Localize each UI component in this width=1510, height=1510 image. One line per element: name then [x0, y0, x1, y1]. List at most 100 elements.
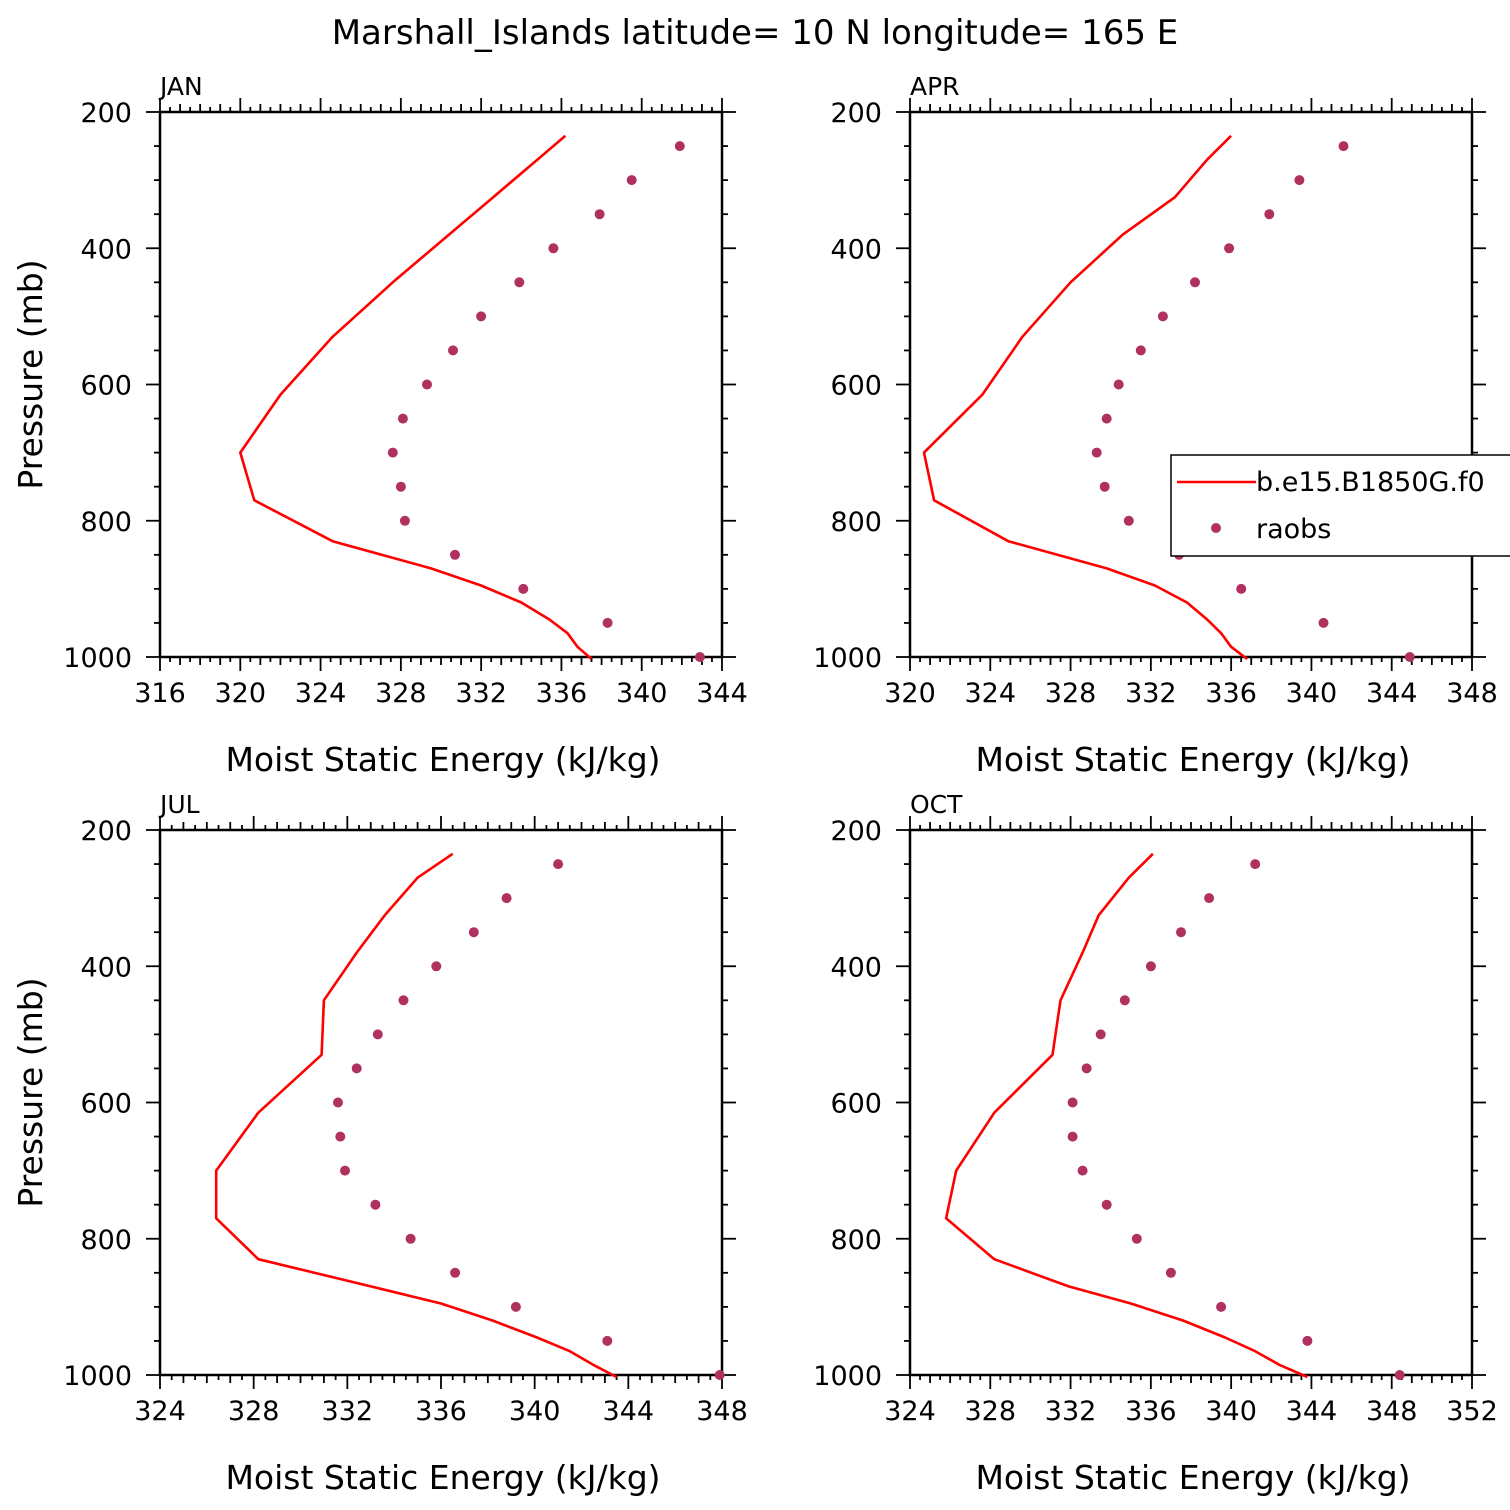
legend: b.e15.B1850G.f0 raobs	[1171, 455, 1510, 556]
legend-obs-marker	[1211, 523, 1221, 533]
panel-oct-obs-point	[1176, 927, 1186, 937]
panel-apr-y-tick-label: 800	[830, 507, 882, 538]
panel-jul-y-tick-label: 800	[80, 1225, 132, 1256]
panel-jul-x-tick-label: 332	[322, 1396, 374, 1427]
panel-apr-obs-point	[1339, 141, 1349, 151]
panel-jan: JAN 316 320 324 328 332 336 340 344 200 400 600 800 1…	[11, 72, 748, 779]
panel-apr-obs-point	[1190, 277, 1200, 287]
panel-oct-obs-point	[1102, 1200, 1112, 1210]
panel-jul-obs-point	[602, 1336, 612, 1346]
panel-jul-obs-point	[431, 961, 441, 971]
panel-jul-x-tick-label: 336	[415, 1396, 467, 1427]
panel-jan-obs-point	[695, 652, 705, 662]
panel-jul-x-tick-label: 324	[134, 1396, 186, 1427]
panel-jul-obs-point	[335, 1132, 345, 1142]
panel-jan-y-tick-label: 1000	[63, 643, 132, 674]
panel-apr-obs-point	[1114, 380, 1124, 390]
panel-apr-model-line	[924, 136, 1247, 659]
panel-jan-obs-point	[388, 448, 398, 458]
panel-jul-x-tick-label: 348	[696, 1396, 748, 1427]
panel-apr-x-tick-label: 328	[1045, 678, 1097, 709]
panel-jan-x-axis-title: Moist Static Energy (kJ/kg)	[225, 740, 660, 779]
panel-jan-y-axis-title: Pressure (mb)	[11, 259, 50, 489]
panel-apr-obs-point	[1124, 516, 1134, 526]
panel-jul-model-line	[216, 854, 616, 1377]
panel-oct-y-tick-label: 200	[830, 816, 882, 847]
panel-apr-y-tick-label: 600	[830, 371, 882, 402]
panel-jul-obs-point	[333, 1098, 343, 1108]
panel-apr-obs-point	[1158, 311, 1168, 321]
panel-jul-obs-point	[469, 927, 479, 937]
panel-oct-y-tick-label: 1000	[813, 1361, 882, 1392]
panel-jan-obs-point	[675, 141, 685, 151]
panel-apr-obs-point	[1102, 414, 1112, 424]
panel-oct-x-tick-label: 344	[1286, 1396, 1338, 1427]
panel-jul-y-axis-title: Pressure (mb)	[11, 977, 50, 1207]
panel-oct-x-tick-label: 348	[1366, 1396, 1418, 1427]
panel-jul-x-tick-label: 328	[228, 1396, 280, 1427]
panel-jan-obs-point	[627, 175, 637, 185]
panel-oct-x-tick-label: 328	[965, 1396, 1017, 1427]
panel-oct-y-tick-label: 800	[830, 1225, 882, 1256]
panel-apr: APR 320 324 328 332 336 340 344 348 200 400 600 800 1…	[813, 72, 1497, 779]
panel-jan-frame	[160, 112, 722, 657]
panel-jul-obs-point	[373, 1029, 383, 1039]
panel-oct-model-line	[946, 854, 1307, 1377]
panel-oct-obs-point	[1395, 1370, 1405, 1380]
panel-apr-x-tick-label: 340	[1286, 678, 1338, 709]
panel-apr-obs-point	[1092, 448, 1102, 458]
panel-apr-y-tick-label: 200	[830, 98, 882, 129]
panel-jul-month-label: JUL	[158, 790, 200, 819]
panel-jan-x-tick-label: 324	[295, 678, 347, 709]
panel-apr-frame	[910, 112, 1472, 657]
panel-oct-obs-point	[1132, 1234, 1142, 1244]
panel-jul-y-tick-label: 1000	[63, 1361, 132, 1392]
panel-jan-y-tick-label: 400	[80, 234, 132, 265]
panel-jan-y-tick-label: 800	[80, 507, 132, 538]
panel-jan-obs-point	[400, 516, 410, 526]
panel-oct-x-tick-label: 352	[1446, 1396, 1498, 1427]
panel-jul-obs-point	[370, 1200, 380, 1210]
panel-jan-y-tick-label: 200	[80, 98, 132, 129]
panel-oct-obs-point	[1120, 995, 1130, 1005]
panel-apr-x-tick-label: 336	[1205, 678, 1257, 709]
panel-apr-obs-point	[1294, 175, 1304, 185]
panel-jan-obs-point	[396, 482, 406, 492]
panel-apr-obs-point	[1405, 652, 1415, 662]
panel-apr-y-tick-label: 400	[830, 234, 882, 265]
panel-jul: JUL 324 328 332 336 340 344 348 200 400 600 800 1000…	[11, 790, 748, 1497]
panel-oct-x-axis-title: Moist Static Energy (kJ/kg)	[975, 1458, 1410, 1497]
panel-jul-frame	[160, 830, 722, 1375]
panel-jan-obs-point	[448, 345, 458, 355]
panel-jan-obs-point	[422, 380, 432, 390]
panel-oct-obs-point	[1068, 1098, 1078, 1108]
panel-jul-obs-point	[352, 1063, 362, 1073]
panel-apr-y-tick-label: 1000	[813, 643, 882, 674]
panel-jan-x-tick-label: 320	[215, 678, 267, 709]
panel-jul-x-tick-label: 340	[509, 1396, 561, 1427]
panel-jan-x-tick-label: 316	[134, 678, 186, 709]
panel-jan-x-tick-label: 340	[616, 678, 668, 709]
panel-jan-obs-point	[595, 209, 605, 219]
panel-jul-obs-point	[399, 995, 409, 1005]
panel-jul-y-tick-label: 400	[80, 952, 132, 983]
panel-jul-obs-point	[715, 1370, 725, 1380]
panel-apr-x-tick-label: 324	[965, 678, 1017, 709]
panel-jul-obs-point	[511, 1302, 521, 1312]
panel-oct-x-tick-label: 324	[884, 1396, 936, 1427]
panel-apr-x-tick-label: 344	[1366, 678, 1418, 709]
panel-jul-y-tick-label: 600	[80, 1089, 132, 1120]
panel-apr-x-axis-title: Moist Static Energy (kJ/kg)	[975, 740, 1410, 779]
panel-apr-obs-point	[1319, 618, 1329, 628]
panel-apr-obs-point	[1264, 209, 1274, 219]
panel-apr-month-label: APR	[910, 72, 960, 101]
panel-apr-x-tick-label: 320	[884, 678, 936, 709]
panel-apr-obs-point	[1100, 482, 1110, 492]
panel-oct-x-tick-label: 340	[1205, 1396, 1257, 1427]
panel-oct-x-tick-label: 336	[1125, 1396, 1177, 1427]
panel-apr-obs-point	[1236, 584, 1246, 594]
panel-jul-obs-point	[553, 859, 563, 869]
panel-oct-obs-point	[1302, 1336, 1312, 1346]
panel-oct-obs-point	[1166, 1268, 1176, 1278]
panel-oct-y-tick-label: 400	[830, 952, 882, 983]
